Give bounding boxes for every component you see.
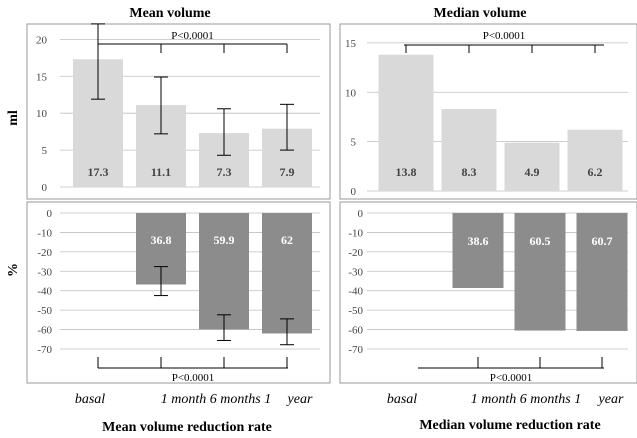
data-label: 13.8 bbox=[396, 165, 417, 179]
y-tick-label: -70 bbox=[37, 344, 52, 356]
ml-axis-label: ml bbox=[6, 110, 21, 126]
mean-volume-title: Mean volume bbox=[129, 6, 210, 21]
x-label-middle-left: 1 month 6 months 1 bbox=[161, 392, 271, 407]
significance-label: P<0.0001 bbox=[490, 372, 533, 384]
y-tick-label: 10 bbox=[345, 87, 357, 99]
panel-frame-median-volume bbox=[339, 23, 637, 200]
y-tick-label: -20 bbox=[348, 247, 363, 259]
data-label: 36.8 bbox=[151, 233, 172, 247]
x-label-basal-right: basal bbox=[387, 392, 417, 407]
y-tick-label: 10 bbox=[36, 108, 48, 120]
data-label: 8.3 bbox=[462, 165, 477, 179]
data-label: 60.5 bbox=[530, 234, 551, 248]
data-label: 38.6 bbox=[468, 234, 489, 248]
bar-6-months bbox=[504, 142, 560, 191]
bar-1-year bbox=[262, 213, 312, 334]
x-label-year-right: year bbox=[597, 392, 624, 407]
y-tick-label: 0 bbox=[42, 182, 48, 194]
data-label: 11.1 bbox=[151, 165, 171, 179]
significance-label: P<0.0001 bbox=[172, 372, 215, 384]
bar-1-year bbox=[576, 213, 628, 331]
y-tick-label: -60 bbox=[348, 325, 363, 337]
data-label: 4.9 bbox=[525, 165, 540, 179]
x-label-middle-right: 1 month 6 months 1 bbox=[471, 392, 581, 407]
median-volume-title: Median volume bbox=[434, 6, 527, 21]
significance-label: P<0.0001 bbox=[171, 30, 214, 42]
y-tick-label: -20 bbox=[37, 247, 52, 259]
x-label-basal-left: basal bbox=[75, 392, 105, 407]
y-tick-label: 15 bbox=[36, 71, 48, 83]
mean-reduction-title: Mean volume reduction rate bbox=[102, 420, 272, 435]
plot-median_reduction: 0 -10 -20 -30 -40 -50 -60 -70 38.6 60.5 60.7 P<0.00… bbox=[348, 208, 628, 384]
y-tick-label: 20 bbox=[36, 34, 48, 46]
y-tick-label: 0 bbox=[351, 186, 357, 198]
bar-1-month bbox=[441, 109, 497, 191]
bar-1-year bbox=[567, 129, 623, 191]
y-tick-label: -50 bbox=[348, 305, 363, 317]
plot-mean_volume: 0 5 10 15 20 17.3 11.1 7.3 7.9 P<0.0001 bbox=[36, 23, 320, 194]
data-label: 62 bbox=[281, 233, 293, 247]
bar-6-months bbox=[199, 213, 249, 330]
data-label: 7.9 bbox=[280, 165, 295, 179]
panel-frame-mean-volume bbox=[26, 23, 331, 200]
median-reduction-title: Median volume reduction rate bbox=[419, 418, 600, 433]
y-tick-label: 0 bbox=[47, 208, 53, 220]
y-tick-label: -30 bbox=[37, 266, 52, 278]
y-tick-label: -70 bbox=[348, 344, 363, 356]
percent-axis-label: % bbox=[6, 263, 21, 277]
bar-basal bbox=[378, 54, 434, 191]
y-tick-label: 5 bbox=[42, 145, 48, 157]
x-label-year-left: year bbox=[286, 392, 313, 407]
bar-6-months bbox=[514, 213, 566, 331]
y-tick-label: 5 bbox=[351, 137, 357, 149]
significance-label: P<0.0001 bbox=[483, 30, 526, 42]
data-label: 17.3 bbox=[88, 165, 109, 179]
y-tick-label: 0 bbox=[358, 208, 364, 220]
data-label: 59.9 bbox=[214, 233, 235, 247]
y-tick-label: -50 bbox=[37, 305, 52, 317]
y-tick-label: -10 bbox=[37, 227, 52, 239]
y-tick-label: 15 bbox=[345, 38, 357, 50]
plot-mean_reduction: 0 -10 -20 -30 -40 -50 -60 -70 36.8 59.9 62 P<0.0001 bbox=[37, 208, 320, 384]
data-label: 7.3 bbox=[217, 165, 232, 179]
plot-median_volume: 0 5 10 15 13.8 8.3 4.9 6.2 P<0.0001 bbox=[345, 30, 628, 198]
data-label: 60.7 bbox=[592, 234, 613, 248]
y-tick-label: -40 bbox=[348, 286, 363, 298]
panel-frame-mean-reduction bbox=[26, 201, 331, 384]
y-tick-label: -40 bbox=[37, 286, 52, 298]
y-tick-label: -60 bbox=[37, 325, 52, 337]
panel-frame-median-reduction bbox=[339, 201, 637, 384]
bar-1-month bbox=[452, 213, 504, 288]
data-label: 6.2 bbox=[588, 165, 603, 179]
y-tick-label: -10 bbox=[348, 227, 363, 239]
y-tick-label: -30 bbox=[348, 266, 363, 278]
